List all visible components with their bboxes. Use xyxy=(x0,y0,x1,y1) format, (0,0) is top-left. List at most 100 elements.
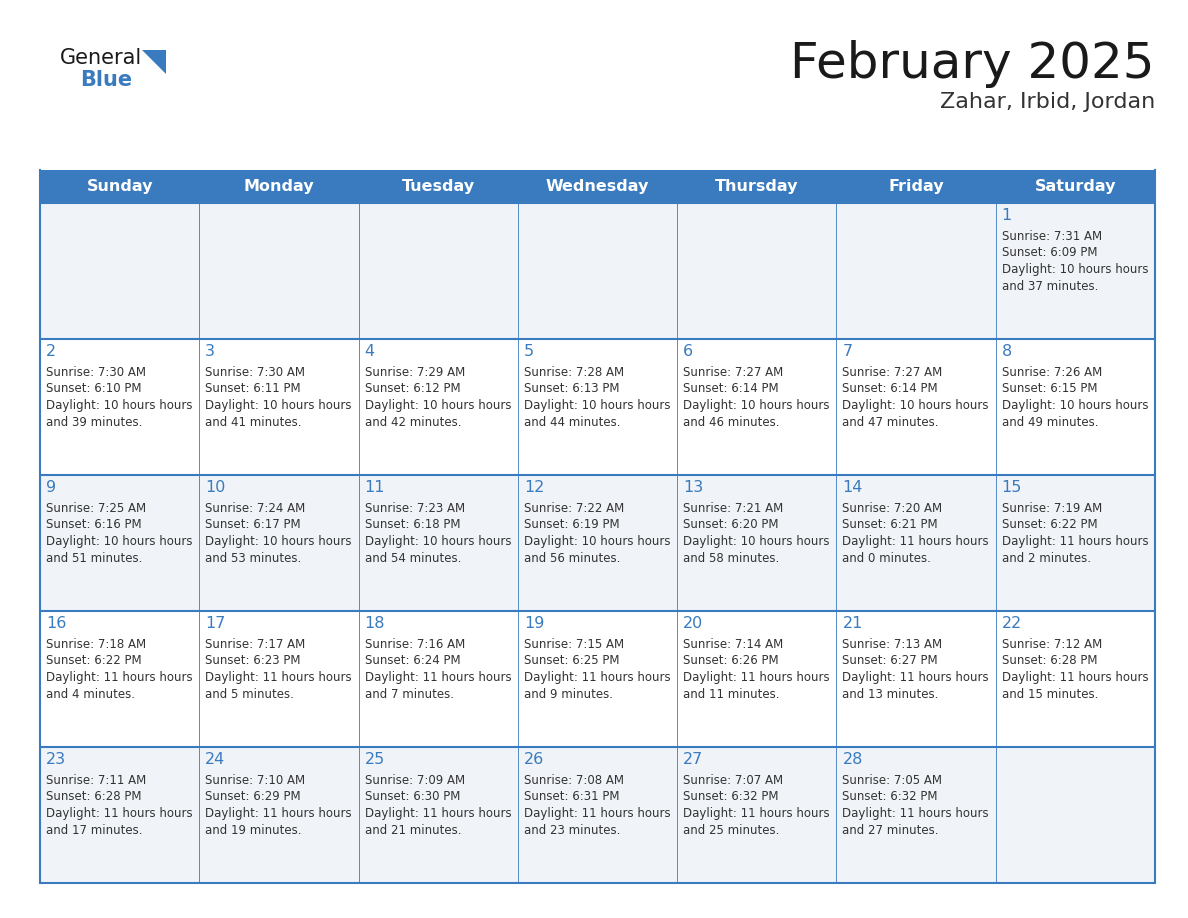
Text: 12: 12 xyxy=(524,480,544,495)
Text: Sunrise: 7:23 AM: Sunrise: 7:23 AM xyxy=(365,502,465,515)
Bar xyxy=(40,611,1155,747)
Text: 27: 27 xyxy=(683,752,703,767)
Text: and 47 minutes.: and 47 minutes. xyxy=(842,416,939,429)
Text: Daylight: 10 hours hours: Daylight: 10 hours hours xyxy=(842,399,988,412)
Text: Daylight: 10 hours hours: Daylight: 10 hours hours xyxy=(46,399,192,412)
Text: Sunrise: 7:14 AM: Sunrise: 7:14 AM xyxy=(683,638,783,651)
Text: Daylight: 10 hours hours: Daylight: 10 hours hours xyxy=(1001,399,1149,412)
Bar xyxy=(677,170,836,203)
Text: Daylight: 11 hours hours: Daylight: 11 hours hours xyxy=(1001,671,1149,684)
Text: 23: 23 xyxy=(46,752,67,767)
Text: Sunset: 6:12 PM: Sunset: 6:12 PM xyxy=(365,383,460,396)
Text: Daylight: 10 hours hours: Daylight: 10 hours hours xyxy=(683,535,829,548)
Text: Daylight: 10 hours hours: Daylight: 10 hours hours xyxy=(524,535,670,548)
Text: Sunset: 6:23 PM: Sunset: 6:23 PM xyxy=(206,655,301,667)
Text: Sunrise: 7:17 AM: Sunrise: 7:17 AM xyxy=(206,638,305,651)
Bar xyxy=(359,170,518,203)
Text: Thursday: Thursday xyxy=(715,179,798,194)
Text: Sunset: 6:25 PM: Sunset: 6:25 PM xyxy=(524,655,619,667)
Text: Sunset: 6:22 PM: Sunset: 6:22 PM xyxy=(46,655,141,667)
Text: Sunrise: 7:08 AM: Sunrise: 7:08 AM xyxy=(524,774,624,787)
Text: and 42 minutes.: and 42 minutes. xyxy=(365,416,461,429)
Text: 18: 18 xyxy=(365,616,385,631)
Text: Sunset: 6:17 PM: Sunset: 6:17 PM xyxy=(206,519,301,532)
Text: Sunrise: 7:09 AM: Sunrise: 7:09 AM xyxy=(365,774,465,787)
Text: Sunset: 6:22 PM: Sunset: 6:22 PM xyxy=(1001,519,1098,532)
Text: 21: 21 xyxy=(842,616,862,631)
Text: 5: 5 xyxy=(524,344,533,359)
Text: Sunset: 6:28 PM: Sunset: 6:28 PM xyxy=(46,790,141,803)
Text: Sunset: 6:13 PM: Sunset: 6:13 PM xyxy=(524,383,619,396)
Text: Sunrise: 7:13 AM: Sunrise: 7:13 AM xyxy=(842,638,942,651)
Text: 24: 24 xyxy=(206,752,226,767)
Text: Sunset: 6:10 PM: Sunset: 6:10 PM xyxy=(46,383,141,396)
Text: Wednesday: Wednesday xyxy=(545,179,649,194)
Text: 26: 26 xyxy=(524,752,544,767)
Text: 17: 17 xyxy=(206,616,226,631)
Text: 15: 15 xyxy=(1001,480,1022,495)
Text: Sunrise: 7:24 AM: Sunrise: 7:24 AM xyxy=(206,502,305,515)
Text: and 53 minutes.: and 53 minutes. xyxy=(206,552,302,565)
Text: Sunset: 6:16 PM: Sunset: 6:16 PM xyxy=(46,519,141,532)
Text: 4: 4 xyxy=(365,344,374,359)
Text: and 0 minutes.: and 0 minutes. xyxy=(842,552,931,565)
Text: and 46 minutes.: and 46 minutes. xyxy=(683,416,779,429)
Text: and 49 minutes.: and 49 minutes. xyxy=(1001,416,1098,429)
Text: Tuesday: Tuesday xyxy=(402,179,475,194)
Text: 1: 1 xyxy=(1001,208,1012,223)
Text: Sunset: 6:18 PM: Sunset: 6:18 PM xyxy=(365,519,460,532)
Text: Daylight: 10 hours hours: Daylight: 10 hours hours xyxy=(206,399,352,412)
Text: Sunrise: 7:15 AM: Sunrise: 7:15 AM xyxy=(524,638,624,651)
Text: and 37 minutes.: and 37 minutes. xyxy=(1001,279,1098,293)
Text: Sunrise: 7:10 AM: Sunrise: 7:10 AM xyxy=(206,774,305,787)
Text: Sunset: 6:32 PM: Sunset: 6:32 PM xyxy=(842,790,939,803)
Text: Daylight: 11 hours hours: Daylight: 11 hours hours xyxy=(842,671,990,684)
Text: Sunset: 6:30 PM: Sunset: 6:30 PM xyxy=(365,790,460,803)
Text: Sunrise: 7:07 AM: Sunrise: 7:07 AM xyxy=(683,774,783,787)
Text: Daylight: 11 hours hours: Daylight: 11 hours hours xyxy=(683,671,829,684)
Text: Sunrise: 7:16 AM: Sunrise: 7:16 AM xyxy=(365,638,465,651)
Text: Daylight: 11 hours hours: Daylight: 11 hours hours xyxy=(206,807,352,820)
Text: and 56 minutes.: and 56 minutes. xyxy=(524,552,620,565)
Text: Sunrise: 7:12 AM: Sunrise: 7:12 AM xyxy=(1001,638,1102,651)
Text: Sunrise: 7:31 AM: Sunrise: 7:31 AM xyxy=(1001,230,1101,243)
Text: Sunset: 6:29 PM: Sunset: 6:29 PM xyxy=(206,790,301,803)
Bar xyxy=(40,747,1155,883)
Bar xyxy=(518,170,677,203)
Text: and 39 minutes.: and 39 minutes. xyxy=(46,416,143,429)
Text: 8: 8 xyxy=(1001,344,1012,359)
Text: Daylight: 10 hours hours: Daylight: 10 hours hours xyxy=(365,399,511,412)
Text: and 19 minutes.: and 19 minutes. xyxy=(206,823,302,836)
Text: and 51 minutes.: and 51 minutes. xyxy=(46,552,143,565)
Text: Sunrise: 7:27 AM: Sunrise: 7:27 AM xyxy=(842,366,943,379)
Text: 7: 7 xyxy=(842,344,853,359)
Text: Sunrise: 7:19 AM: Sunrise: 7:19 AM xyxy=(1001,502,1102,515)
Text: Daylight: 10 hours hours: Daylight: 10 hours hours xyxy=(46,535,192,548)
Text: and 5 minutes.: and 5 minutes. xyxy=(206,688,295,700)
Text: Sunset: 6:14 PM: Sunset: 6:14 PM xyxy=(842,383,939,396)
Text: and 58 minutes.: and 58 minutes. xyxy=(683,552,779,565)
Text: Sunrise: 7:26 AM: Sunrise: 7:26 AM xyxy=(1001,366,1102,379)
Text: Sunrise: 7:22 AM: Sunrise: 7:22 AM xyxy=(524,502,624,515)
Text: and 25 minutes.: and 25 minutes. xyxy=(683,823,779,836)
Text: Sunset: 6:28 PM: Sunset: 6:28 PM xyxy=(1001,655,1098,667)
Polygon shape xyxy=(143,50,166,74)
Text: Sunrise: 7:28 AM: Sunrise: 7:28 AM xyxy=(524,366,624,379)
Text: Daylight: 10 hours hours: Daylight: 10 hours hours xyxy=(365,535,511,548)
Text: 11: 11 xyxy=(365,480,385,495)
Text: Daylight: 11 hours hours: Daylight: 11 hours hours xyxy=(46,807,192,820)
Text: Sunset: 6:15 PM: Sunset: 6:15 PM xyxy=(1001,383,1098,396)
Text: Daylight: 11 hours hours: Daylight: 11 hours hours xyxy=(524,807,670,820)
Text: and 41 minutes.: and 41 minutes. xyxy=(206,416,302,429)
Text: 25: 25 xyxy=(365,752,385,767)
Text: Daylight: 11 hours hours: Daylight: 11 hours hours xyxy=(842,807,990,820)
Text: Sunset: 6:26 PM: Sunset: 6:26 PM xyxy=(683,655,779,667)
Text: Sunrise: 7:20 AM: Sunrise: 7:20 AM xyxy=(842,502,942,515)
Text: and 7 minutes.: and 7 minutes. xyxy=(365,688,454,700)
Text: Daylight: 11 hours hours: Daylight: 11 hours hours xyxy=(365,671,511,684)
Text: Sunrise: 7:25 AM: Sunrise: 7:25 AM xyxy=(46,502,146,515)
Text: Sunset: 6:19 PM: Sunset: 6:19 PM xyxy=(524,519,619,532)
Text: Sunday: Sunday xyxy=(87,179,153,194)
Text: 28: 28 xyxy=(842,752,862,767)
Text: Daylight: 11 hours hours: Daylight: 11 hours hours xyxy=(365,807,511,820)
